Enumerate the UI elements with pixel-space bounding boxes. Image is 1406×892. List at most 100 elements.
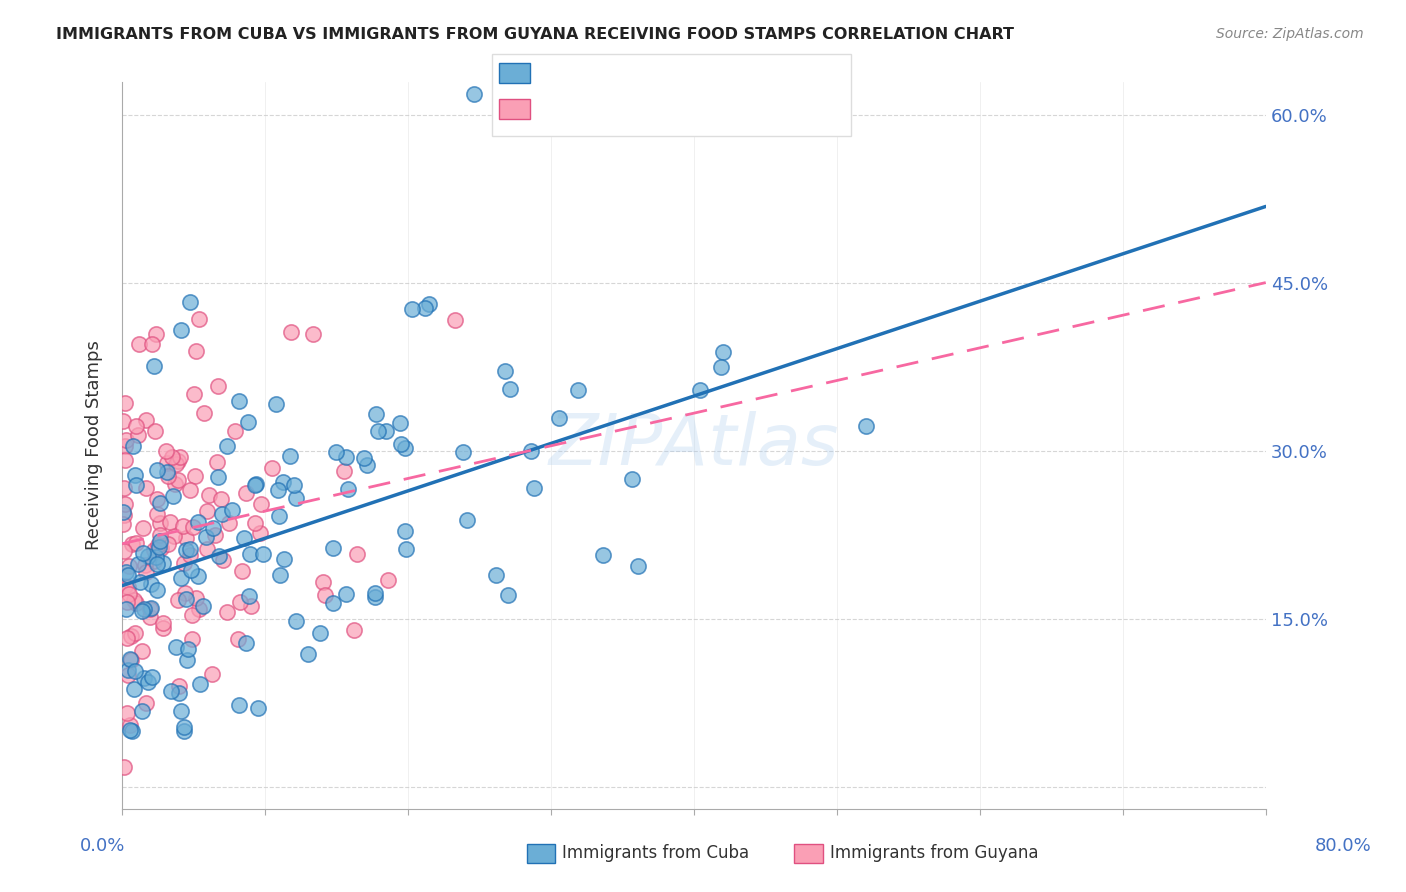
Point xyxy=(285,614,308,628)
Point xyxy=(548,411,571,425)
Point xyxy=(125,418,148,433)
Point xyxy=(176,653,198,667)
Point xyxy=(135,565,157,579)
Point xyxy=(236,416,259,430)
Point xyxy=(146,491,169,506)
Point xyxy=(165,640,187,654)
Point xyxy=(117,663,139,677)
Point xyxy=(201,521,224,535)
Point xyxy=(118,652,141,666)
Point xyxy=(235,486,257,500)
Point xyxy=(267,508,290,523)
Point xyxy=(273,551,295,566)
Point xyxy=(377,573,399,587)
Point xyxy=(592,548,614,562)
Point xyxy=(243,478,266,492)
Point xyxy=(485,567,508,582)
Point xyxy=(240,599,263,613)
Point xyxy=(184,344,207,359)
Point xyxy=(195,530,218,544)
Point xyxy=(239,547,262,561)
Point xyxy=(205,455,228,469)
Point xyxy=(413,301,436,315)
Point xyxy=(141,670,163,684)
Point xyxy=(364,591,387,605)
Text: ZIPAtlas: ZIPAtlas xyxy=(548,411,839,480)
Point xyxy=(364,586,387,600)
Point xyxy=(139,609,162,624)
Point xyxy=(322,596,344,610)
Point xyxy=(444,312,467,326)
Point xyxy=(211,507,233,521)
Point xyxy=(149,541,172,556)
Point xyxy=(125,478,148,492)
Point xyxy=(120,723,142,738)
Point xyxy=(346,547,368,561)
Point xyxy=(195,504,218,518)
Point xyxy=(245,516,267,530)
Point xyxy=(145,326,167,341)
Point xyxy=(246,701,269,715)
Point xyxy=(143,554,166,568)
Text: 112: 112 xyxy=(721,99,759,117)
Point xyxy=(394,442,416,456)
Point xyxy=(146,582,169,597)
Point xyxy=(179,483,201,497)
Point xyxy=(264,396,287,410)
Point xyxy=(127,428,149,442)
Point xyxy=(353,450,375,465)
Point xyxy=(364,407,387,421)
Point xyxy=(112,481,135,495)
Point xyxy=(335,450,357,464)
Point xyxy=(325,444,347,458)
Point xyxy=(250,497,273,511)
Point xyxy=(131,521,153,535)
Point xyxy=(135,413,157,427)
Point xyxy=(121,537,143,551)
Point xyxy=(146,463,169,477)
Point xyxy=(208,549,231,563)
Point xyxy=(252,547,274,561)
Point xyxy=(114,453,136,467)
Point xyxy=(212,553,235,567)
Point xyxy=(136,675,159,690)
Point xyxy=(143,424,166,438)
Point xyxy=(114,396,136,410)
Point xyxy=(710,360,733,375)
Point xyxy=(134,558,156,573)
Point xyxy=(122,440,145,454)
Point xyxy=(132,546,155,560)
Point xyxy=(235,636,257,650)
Point xyxy=(124,536,146,550)
Point xyxy=(172,519,194,533)
Point xyxy=(156,456,179,470)
Point xyxy=(228,394,250,409)
Point xyxy=(184,591,207,605)
Point xyxy=(187,515,209,529)
Point xyxy=(179,295,201,310)
Point xyxy=(209,491,232,506)
Point xyxy=(127,557,149,571)
Point xyxy=(302,327,325,342)
Text: 80.0%: 80.0% xyxy=(1315,837,1371,855)
Point xyxy=(167,686,190,700)
Point xyxy=(112,544,135,558)
Point xyxy=(135,696,157,710)
Point xyxy=(148,538,170,552)
Point xyxy=(711,345,734,359)
Point xyxy=(278,449,301,463)
Point xyxy=(131,604,153,618)
Point xyxy=(149,528,172,542)
Point xyxy=(141,577,163,591)
Point xyxy=(160,450,183,464)
Text: 124: 124 xyxy=(721,63,759,81)
Point xyxy=(335,587,357,601)
Point xyxy=(174,532,197,546)
Point xyxy=(262,461,284,475)
Point xyxy=(621,472,644,486)
Point xyxy=(231,564,253,578)
Point xyxy=(181,520,204,534)
Point xyxy=(181,608,204,623)
Point xyxy=(149,496,172,510)
Text: N =: N = xyxy=(675,99,709,117)
